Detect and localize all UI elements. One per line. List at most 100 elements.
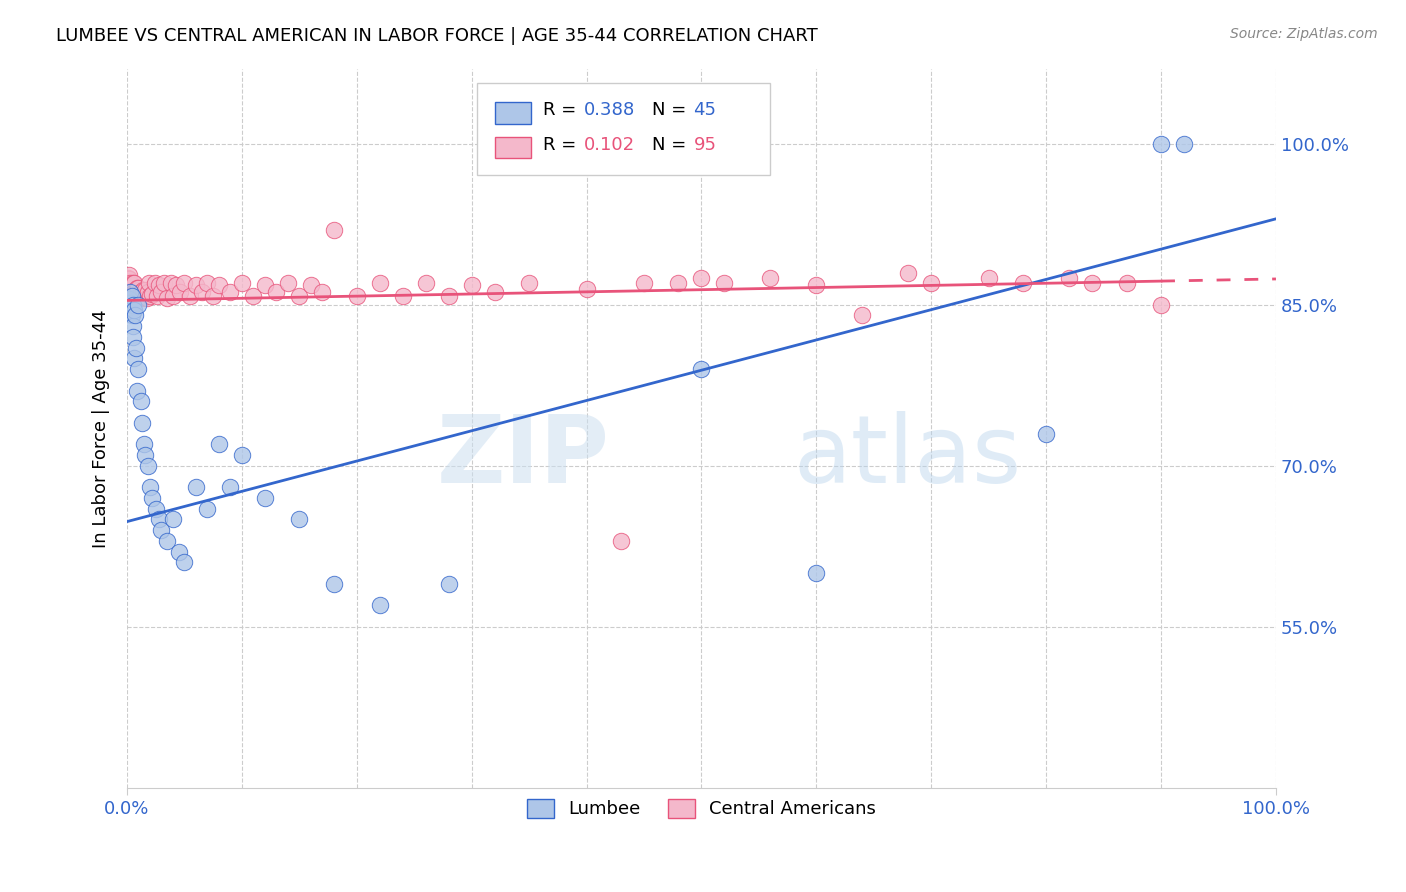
Point — [138, 277, 160, 291]
Point — [575, 282, 598, 296]
Point — [202, 289, 225, 303]
Legend: Lumbee, Central Americans: Lumbee, Central Americans — [520, 792, 883, 826]
Point — [231, 448, 253, 462]
Point — [219, 285, 242, 299]
Point — [145, 501, 167, 516]
Point — [150, 523, 173, 537]
Point — [253, 278, 276, 293]
Point — [120, 295, 142, 310]
Point — [231, 277, 253, 291]
Point — [806, 278, 828, 293]
Point — [118, 272, 141, 286]
Point — [208, 437, 231, 451]
Point — [156, 291, 179, 305]
Point — [136, 285, 159, 299]
Point — [368, 599, 391, 613]
Point — [148, 512, 170, 526]
Point — [125, 283, 148, 297]
Point — [124, 309, 146, 323]
Point — [136, 458, 159, 473]
Y-axis label: In Labor Force | Age 35-44: In Labor Force | Age 35-44 — [93, 309, 110, 548]
Point — [117, 285, 139, 299]
Point — [1115, 277, 1137, 291]
Point — [242, 289, 264, 303]
FancyBboxPatch shape — [478, 83, 770, 175]
Point — [460, 278, 482, 293]
Point — [120, 285, 142, 299]
Text: 0.102: 0.102 — [585, 136, 636, 154]
Point — [121, 289, 143, 303]
Point — [121, 330, 143, 344]
Point — [159, 277, 181, 291]
Text: N =: N = — [652, 101, 692, 120]
Point — [121, 291, 143, 305]
Text: LUMBEE VS CENTRAL AMERICAN IN LABOR FORCE | AGE 35-44 CORRELATION CHART: LUMBEE VS CENTRAL AMERICAN IN LABOR FORC… — [56, 27, 818, 45]
Point — [134, 448, 156, 462]
Point — [139, 289, 162, 303]
Point — [118, 289, 141, 303]
Text: R =: R = — [543, 136, 582, 154]
Point — [346, 289, 368, 303]
Point — [124, 289, 146, 303]
Point — [128, 289, 150, 303]
Point — [633, 277, 655, 291]
Point — [127, 362, 149, 376]
Text: N =: N = — [652, 136, 692, 154]
Point — [146, 289, 169, 303]
Point — [121, 298, 143, 312]
Point — [1012, 277, 1035, 291]
Text: 0.388: 0.388 — [585, 101, 636, 120]
Point — [208, 278, 231, 293]
Point — [125, 291, 148, 305]
Point — [122, 285, 145, 299]
Point — [1057, 271, 1080, 285]
Point — [120, 289, 142, 303]
Text: R =: R = — [543, 101, 582, 120]
Point — [897, 266, 920, 280]
Point — [179, 289, 201, 303]
Point — [173, 277, 195, 291]
Text: atlas: atlas — [793, 411, 1022, 503]
Point — [1035, 426, 1057, 441]
Point — [134, 283, 156, 297]
Point — [156, 533, 179, 548]
Point — [368, 277, 391, 291]
Point — [184, 278, 207, 293]
Point — [131, 291, 153, 305]
Point — [135, 291, 157, 305]
Point — [132, 283, 155, 297]
Point — [806, 566, 828, 581]
Point — [311, 285, 333, 299]
Point — [197, 277, 219, 291]
Point — [118, 285, 141, 299]
Point — [118, 277, 141, 291]
Point — [121, 277, 143, 291]
Point — [977, 271, 1000, 285]
Point — [118, 300, 141, 314]
Point — [122, 291, 145, 305]
Point — [141, 491, 163, 505]
Point — [1173, 136, 1195, 151]
Text: ZIP: ZIP — [437, 411, 610, 503]
Point — [143, 277, 166, 291]
Point — [322, 577, 344, 591]
Point — [162, 512, 184, 526]
Point — [759, 271, 782, 285]
Point — [131, 416, 153, 430]
Point — [162, 289, 184, 303]
Point — [117, 271, 139, 285]
Point — [127, 291, 149, 305]
Point — [169, 285, 191, 299]
Point — [117, 289, 139, 303]
Point — [127, 384, 149, 398]
Point — [125, 341, 148, 355]
Point — [288, 289, 311, 303]
Point — [1150, 298, 1173, 312]
Point — [484, 285, 506, 299]
Point — [118, 293, 141, 307]
Point — [127, 298, 149, 312]
Point — [118, 268, 141, 282]
Point — [134, 289, 156, 303]
Point — [148, 278, 170, 293]
Point — [127, 289, 149, 303]
